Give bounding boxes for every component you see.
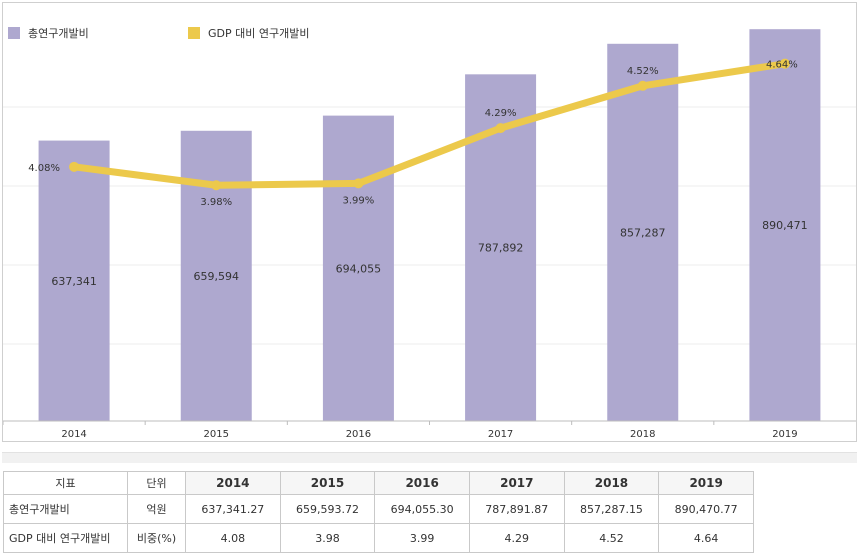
bar-2018	[607, 43, 679, 421]
line-value-label: 4.52%	[627, 66, 659, 77]
line-point-2014	[69, 161, 80, 172]
table-header-cell: 2019	[658, 471, 754, 495]
table-cell: 4.29	[468, 523, 565, 553]
table-cell: 3.99	[374, 523, 470, 553]
bar-value-label: 659,594	[194, 270, 240, 283]
line-point-2016	[353, 178, 364, 189]
table-header-cell: 2016	[374, 471, 470, 495]
table-row-unit: 억원	[127, 494, 186, 524]
data-table: 지표 단위 2014 2015 2016 2017 2018 2019 총연구개…	[3, 471, 754, 553]
legend-label-bar: 총연구개발비	[28, 27, 89, 40]
x-tick-label: 2015	[204, 429, 229, 440]
line-point-2018	[637, 80, 648, 91]
x-tick-label: 2016	[346, 429, 371, 440]
gdp-ratio-line	[70, 60, 789, 189]
bar-value-label: 890,471	[762, 219, 808, 232]
bar-2016	[322, 115, 394, 422]
x-tick-label: 2017	[488, 429, 513, 440]
legend-item-total-rnd[interactable]: 총연구개발비	[8, 25, 89, 41]
table-header-cell: 지표	[3, 471, 128, 495]
table-row-unit: 비중(%)	[127, 523, 186, 553]
table-row-name: GDP 대비 연구개발비	[3, 523, 128, 553]
table-row: 총연구개발비 억원 637,341.27 659,593.72 694,055.…	[3, 494, 754, 524]
line-point-2015	[211, 180, 222, 191]
bar-2014	[38, 140, 110, 422]
x-tick-label: 2019	[772, 429, 797, 440]
x-tick-label: 2014	[61, 429, 86, 440]
table-header-row: 지표 단위 2014 2015 2016 2017 2018 2019	[3, 471, 754, 495]
line-value-label: 4.08%	[28, 163, 60, 174]
table-cell: 857,287.15	[563, 494, 660, 524]
table-cell: 4.64	[658, 523, 754, 553]
chart-panel: 총연구개발비 GDP 대비 연구개발비 637,341 659,594 694,05…	[2, 2, 857, 442]
bar-value-label: 787,892	[478, 242, 524, 255]
table-header-cell: 2017	[468, 471, 565, 495]
bar-2019	[749, 29, 821, 422]
table-cell: 659,593.72	[279, 494, 376, 524]
table-header-cell: 2014	[185, 471, 281, 495]
table-header-cell: 단위	[127, 471, 186, 495]
bar-value-label: 637,341	[51, 275, 97, 288]
legend-item-gdp-ratio[interactable]: GDP 대비 연구개발비	[188, 25, 309, 41]
x-tick-label: 2018	[630, 429, 655, 440]
table-row: GDP 대비 연구개발비 비중(%) 4.08 3.98 3.99 4.29 4…	[3, 523, 754, 553]
section-divider	[2, 452, 857, 463]
legend-label-line: GDP 대비 연구개발비	[208, 27, 310, 40]
table-header-cell: 2018	[563, 471, 660, 495]
legend-swatch-bar	[8, 27, 20, 39]
legend-swatch-line	[188, 27, 200, 39]
table-cell: 4.52	[563, 523, 660, 553]
table-header-cell: 2015	[279, 471, 376, 495]
bar-value-label: 857,287	[620, 226, 666, 239]
table-cell: 694,055.30	[374, 494, 470, 524]
table-cell: 787,891.87	[468, 494, 565, 524]
bar-value-label: 694,055	[336, 262, 382, 275]
table-cell: 3.98	[279, 523, 376, 553]
line-point-2019	[779, 58, 790, 69]
line-value-label: 3.99%	[343, 195, 375, 206]
line-point-2017	[495, 123, 506, 134]
line-value-label: 4.64%	[766, 60, 798, 71]
line-value-label: 3.98%	[200, 197, 232, 208]
table-cell: 4.08	[185, 523, 281, 553]
table-cell: 890,470.77	[658, 494, 754, 524]
line-value-label: 4.29%	[485, 108, 517, 119]
table-row-name: 총연구개발비	[3, 494, 128, 524]
combo-chart: 637,341 659,594 694,055 787,892 857,287 890,4…	[3, 29, 856, 440]
table-cell: 637,341.27	[185, 494, 281, 524]
